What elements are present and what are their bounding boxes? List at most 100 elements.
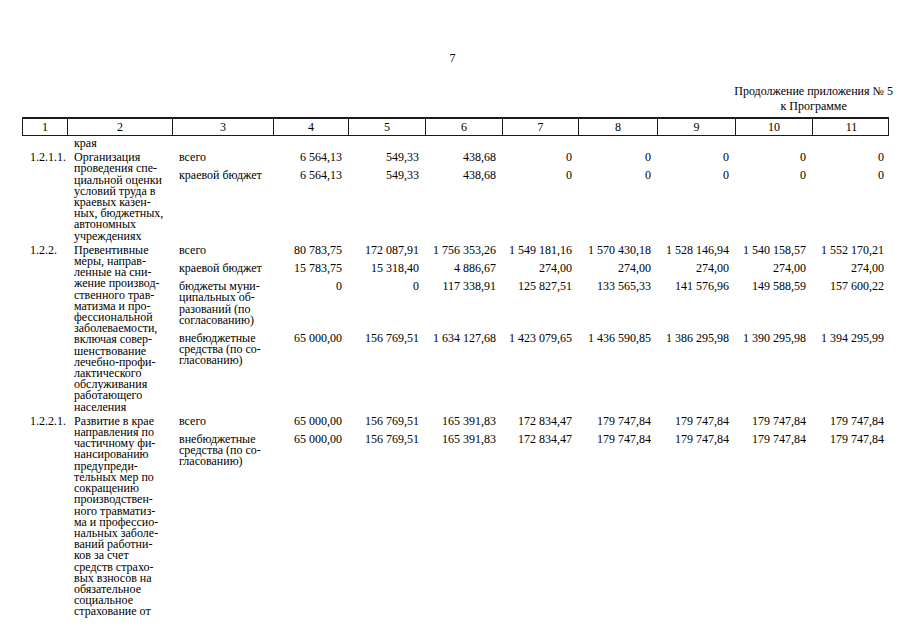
value-cell: 156 769,51 (347, 416, 424, 427)
value-cell: 438,68 (424, 152, 501, 163)
table-header-row: 1 2 3 4 5 6 7 8 9 10 11 (22, 117, 889, 136)
value-cell: 172 834,47 (501, 416, 577, 427)
value-cell: 15 318,40 (347, 263, 424, 274)
row-description: Превентивные меры, направ- ленные на сни… (66, 245, 171, 413)
value-cell: 549,33 (347, 152, 424, 163)
value-cell: 0 (811, 170, 889, 181)
value-cell: 1 394 295,99 (811, 333, 889, 367)
value-cell: 1 390 295,98 (734, 333, 811, 367)
header-cell-9: 9 (657, 119, 735, 135)
funding-source-row: внебюджетные средства (по со- гласованию… (171, 434, 889, 468)
document-page: 7 Продолжение приложения № 5 к Программе… (0, 0, 905, 640)
header-cell-2: 2 (67, 119, 172, 135)
value-cell: 165 391,83 (424, 416, 501, 427)
value-cell: 172 087,91 (347, 245, 424, 256)
value-cell: 179 747,84 (577, 434, 656, 468)
value-cell: 274,00 (734, 263, 811, 274)
value-cell: 179 747,84 (656, 434, 734, 468)
header-cell-3: 3 (172, 119, 273, 135)
value-cell: 65 000,00 (272, 333, 347, 367)
value-cell: 172 834,47 (501, 434, 577, 468)
row-description: Развитие в крае направления по частичном… (66, 416, 171, 618)
header-cell-5: 5 (348, 119, 425, 135)
table-row: 1.2.2.1.Развитие в крае направления по ч… (22, 416, 889, 618)
value-cell: 117 338,91 (424, 281, 501, 326)
header-cell-8: 8 (578, 119, 657, 135)
funding-source-row: бюджеты муни- ципальных об- разований (п… (171, 281, 889, 326)
value-cell: 0 (656, 152, 734, 163)
value-cell: 1 423 079,65 (501, 333, 577, 367)
continuation-line-1: Продолжение приложения № 5 (734, 84, 893, 99)
page-number: 7 (0, 53, 905, 64)
value-cell: 179 747,84 (734, 434, 811, 468)
value-cell: 1 570 430,18 (577, 245, 656, 256)
value-cell: 15 783,75 (272, 263, 347, 274)
value-cell: 1 386 295,98 (656, 333, 734, 367)
value-cell: 133 565,33 (577, 281, 656, 326)
header-cell-11: 11 (812, 119, 890, 135)
funding-source-label: краевой бюджет (171, 170, 272, 181)
table-row: 1.2.1.1.Организация проведения спе- циал… (22, 152, 889, 242)
row-code: 1.2.1.1. (22, 152, 66, 242)
value-cell: 157 600,22 (811, 281, 889, 326)
value-cell: 1 528 146,94 (656, 245, 734, 256)
carryover-text: края (22, 138, 889, 149)
value-cell: 179 747,84 (577, 416, 656, 427)
value-cell: 179 747,84 (656, 416, 734, 427)
funding-source-row: краевой бюджет6 564,13549,33438,6800000 (171, 170, 889, 181)
value-cell: 1 756 353,26 (424, 245, 501, 256)
funding-source-label: всего (171, 152, 272, 163)
value-cell: 274,00 (501, 263, 577, 274)
data-table: 1 2 3 4 5 6 7 8 9 10 11 края 1.2.1.1.Орг… (22, 117, 889, 618)
value-cell: 0 (811, 152, 889, 163)
value-cell: 274,00 (656, 263, 734, 274)
value-cell: 65 000,00 (272, 434, 347, 468)
value-cell: 4 886,67 (424, 263, 501, 274)
funding-source-label: внебюджетные средства (по со- гласованию… (171, 434, 272, 468)
funding-source-row: всего6 564,13549,33438,6800000 (171, 152, 889, 163)
value-cell: 1 436 590,85 (577, 333, 656, 367)
value-cell: 6 564,13 (272, 170, 347, 181)
value-cell: 0 (577, 152, 656, 163)
value-cell: 0 (577, 170, 656, 181)
row-description: Организация проведения спе- циальной оце… (66, 152, 171, 242)
value-cell: 0 (272, 281, 347, 326)
funding-source-row: краевой бюджет15 783,7515 318,404 886,67… (171, 263, 889, 274)
value-cell: 438,68 (424, 170, 501, 181)
value-cell: 549,33 (347, 170, 424, 181)
funding-source-label: всего (171, 245, 272, 256)
table-body: края 1.2.1.1.Организация проведения спе-… (22, 138, 889, 618)
row-sources: всего80 783,75172 087,911 756 353,261 54… (171, 245, 889, 413)
value-cell: 65 000,00 (272, 416, 347, 427)
value-cell: 141 576,96 (656, 281, 734, 326)
continuation-line-2: к Программе (734, 99, 893, 114)
value-cell: 80 783,75 (272, 245, 347, 256)
value-cell: 149 588,59 (734, 281, 811, 326)
continuation-note: Продолжение приложения № 5 к Программе (734, 84, 893, 114)
value-cell: 1 549 181,16 (501, 245, 577, 256)
value-cell: 1 552 170,21 (811, 245, 889, 256)
value-cell: 179 747,84 (811, 434, 889, 468)
value-cell: 0 (347, 281, 424, 326)
funding-source-label: всего (171, 416, 272, 427)
value-cell: 274,00 (577, 263, 656, 274)
value-cell: 0 (734, 152, 811, 163)
value-cell: 0 (501, 152, 577, 163)
header-cell-1: 1 (23, 119, 67, 135)
header-cell-7: 7 (502, 119, 578, 135)
value-cell: 1 540 158,57 (734, 245, 811, 256)
funding-source-row: внебюджетные средства (по со- гласованию… (171, 333, 889, 367)
funding-source-label: внебюджетные средства (по со- гласованию… (171, 333, 272, 367)
funding-source-row: всего65 000,00156 769,51165 391,83172 83… (171, 416, 889, 427)
value-cell: 125 827,51 (501, 281, 577, 326)
value-cell: 1 634 127,68 (424, 333, 501, 367)
value-cell: 0 (734, 170, 811, 181)
funding-source-label: бюджеты муни- ципальных об- разований (п… (171, 281, 272, 326)
row-sources: всего6 564,13549,33438,6800000краевой бю… (171, 152, 889, 242)
funding-source-label: краевой бюджет (171, 263, 272, 274)
row-code: 1.2.2.1. (22, 416, 66, 618)
row-sources: всего65 000,00156 769,51165 391,83172 83… (171, 416, 889, 618)
value-cell: 6 564,13 (272, 152, 347, 163)
row-code: 1.2.2. (22, 245, 66, 413)
value-cell: 0 (501, 170, 577, 181)
